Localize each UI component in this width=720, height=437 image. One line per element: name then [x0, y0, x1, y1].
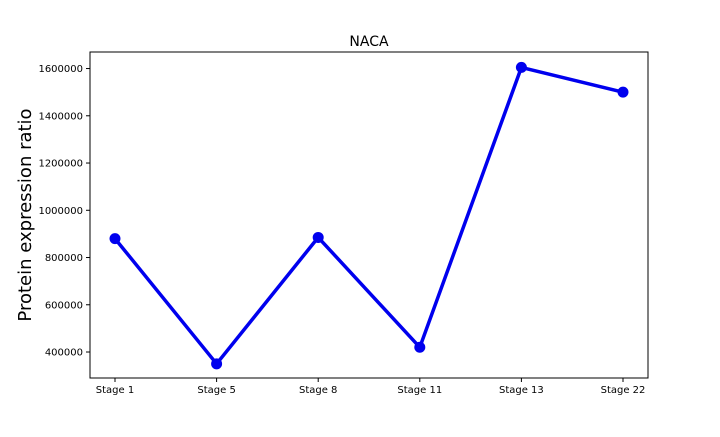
data-point: [312, 231, 324, 243]
y-axis: 400000 600000 800000 1000000 1200000 1400000 1…: [38, 64, 90, 359]
x-tick-label: Stage 1: [96, 385, 134, 396]
chart-title: NACA: [349, 34, 389, 50]
x-tick-label: Stage 5: [197, 385, 235, 396]
y-tick-label: 1600000: [38, 64, 83, 75]
data-point: [515, 61, 527, 73]
data-point: [211, 358, 223, 370]
x-tick-label: Stage 22: [601, 385, 646, 396]
series-layer: [109, 61, 629, 370]
y-tick-label: 1200000: [38, 159, 83, 170]
y-axis-title: Protein expression ratio: [15, 108, 36, 321]
x-axis: Stage 1 Stage 5 Stage 8 Stage 11 Stage 13 Sta…: [96, 378, 646, 396]
plot-area-frame: [89, 51, 649, 379]
x-tick-label: Stage 8: [299, 385, 337, 396]
y-tick-label: 400000: [45, 348, 83, 359]
y-tick-label: 1400000: [38, 111, 83, 122]
series-line: [113, 65, 624, 366]
data-point: [617, 86, 629, 98]
y-tick-label: 800000: [45, 253, 83, 264]
y-tick-label: 1000000: [38, 206, 83, 217]
data-point: [414, 341, 426, 353]
x-tick-label: Stage 13: [499, 385, 544, 396]
y-tick-label: 600000: [45, 300, 83, 311]
data-point: [109, 233, 121, 245]
x-tick-label: Stage 11: [397, 385, 442, 396]
